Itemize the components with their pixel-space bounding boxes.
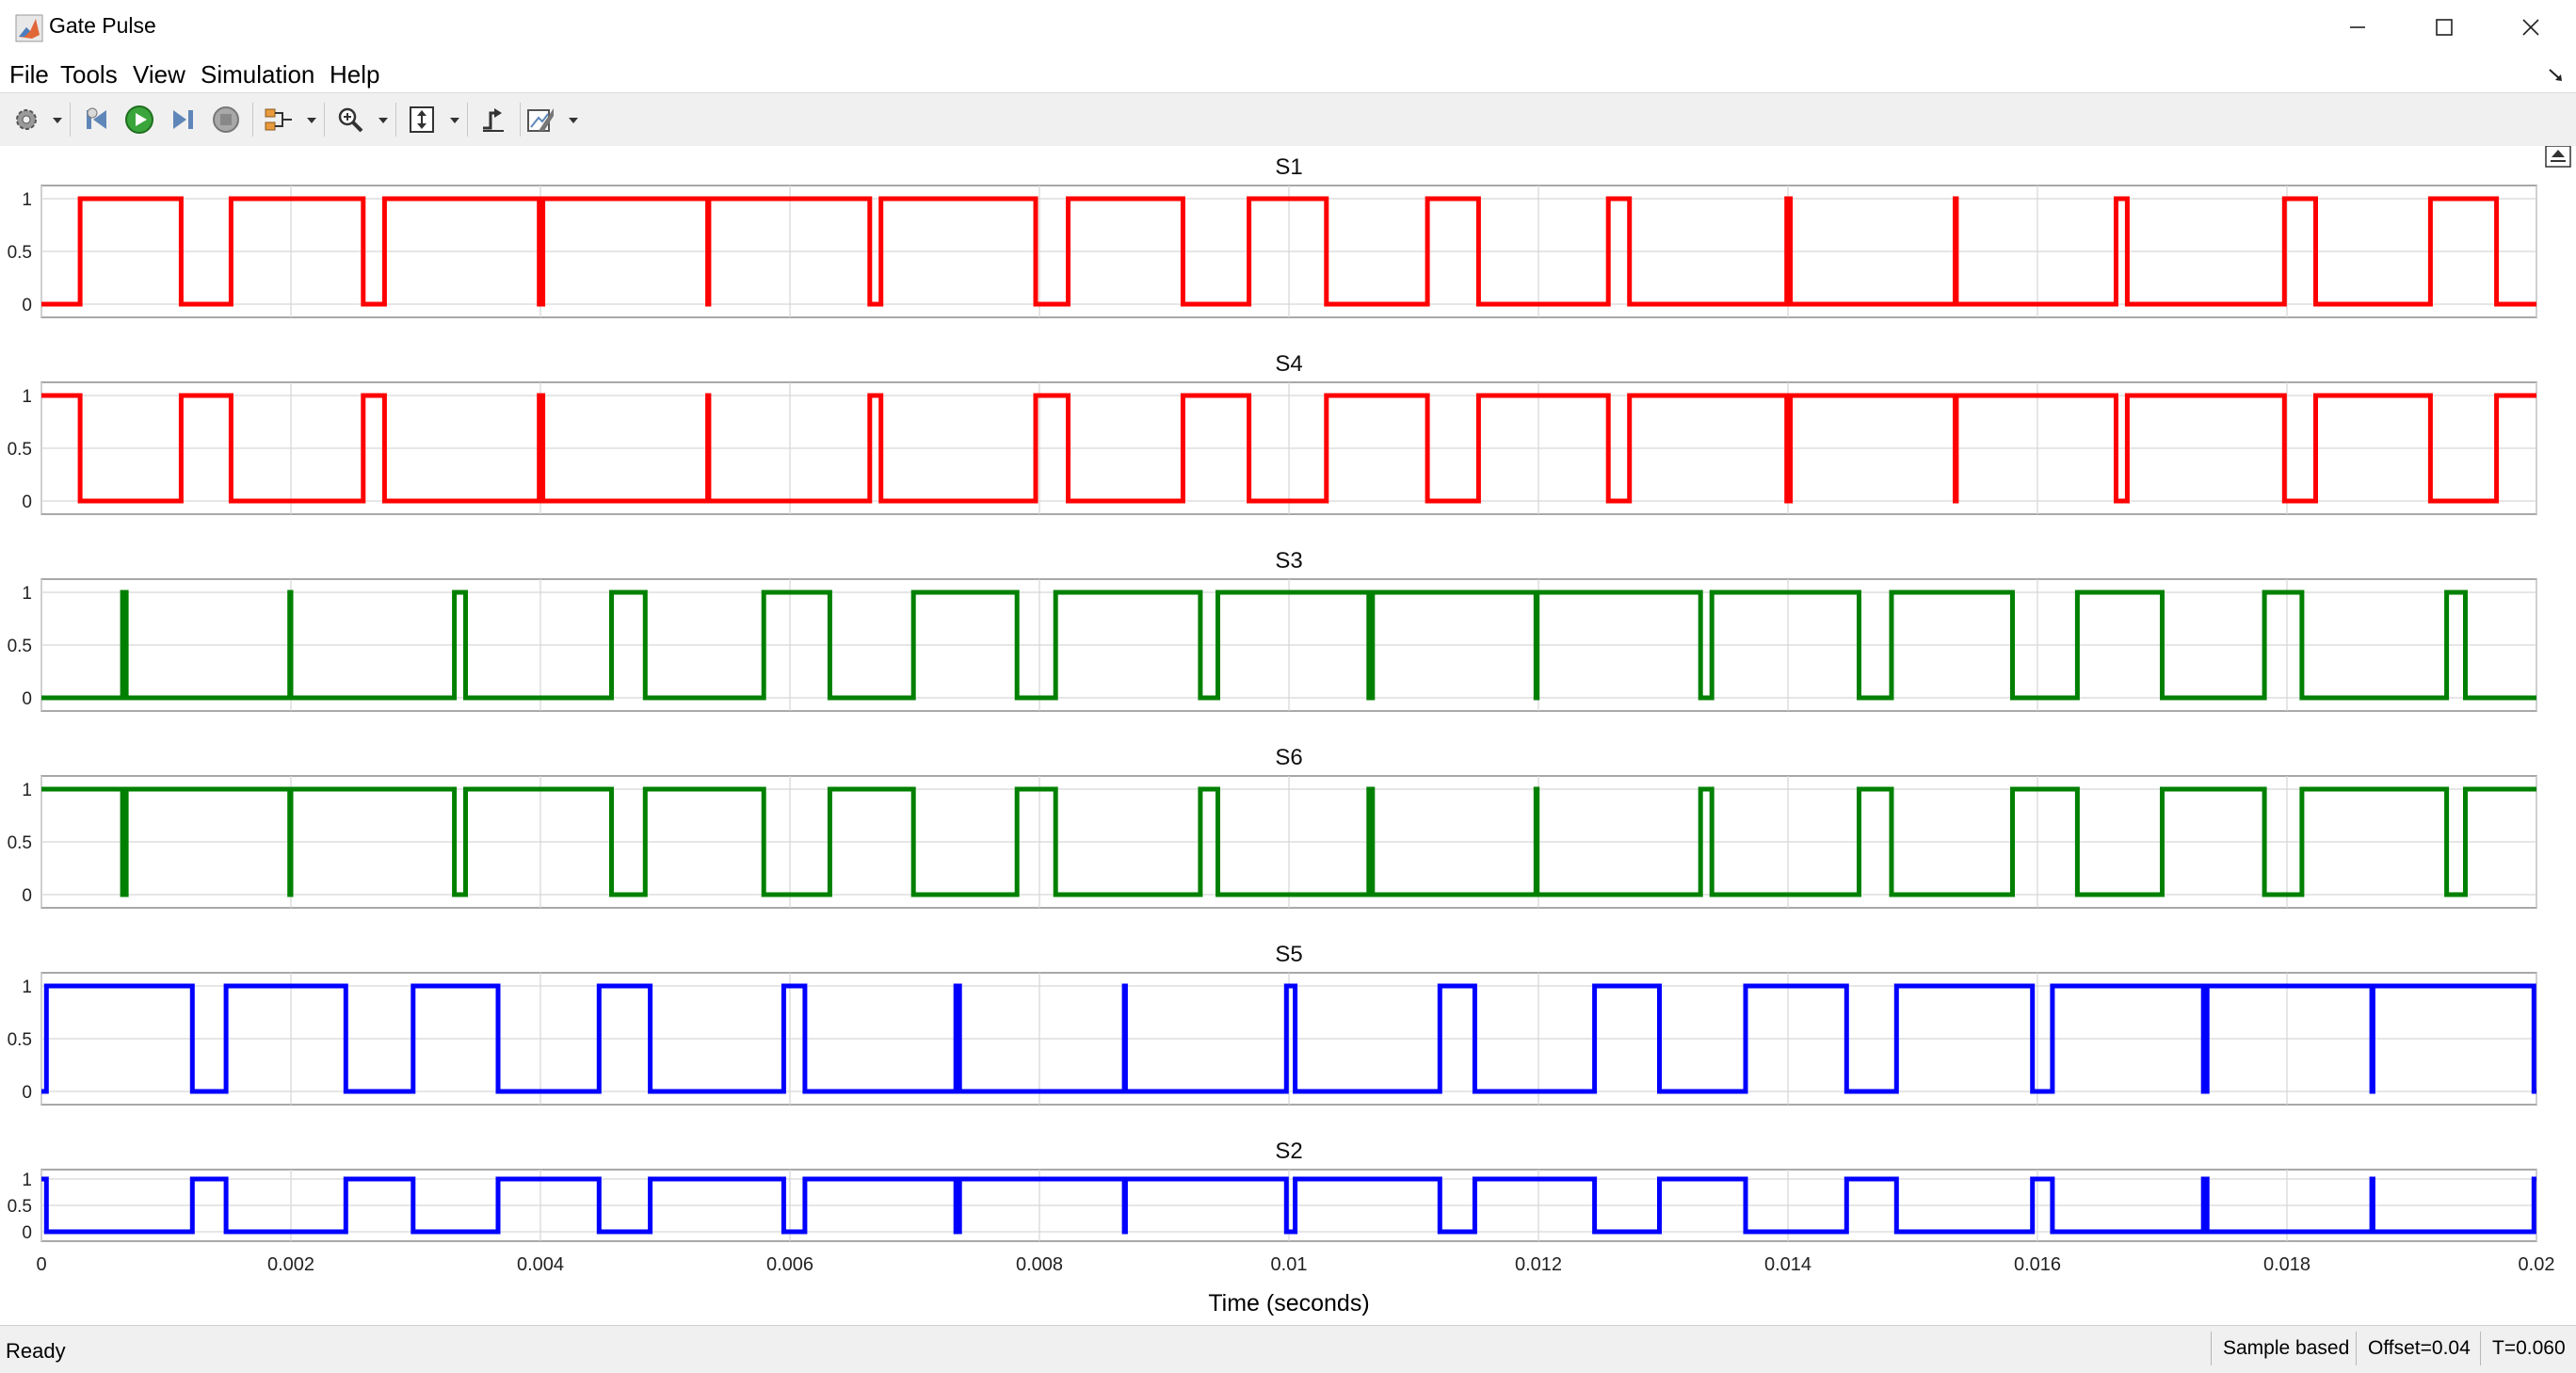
y-tick-label: 0 [22,493,32,512]
status-time: T=0.060 [2480,1332,2576,1365]
scope-panel-s1: 0 0.5 1 S1 [8,154,2537,318]
status-ready: Ready [6,1339,66,1363]
y-tick-label: 0 [22,886,32,906]
y-tick-label: 1 [22,190,32,210]
settings-dropdown-icon[interactable] [53,118,62,123]
close-icon [2522,19,2539,36]
y-tick-label: 1 [22,977,32,997]
x-axis-label: Time (seconds) [1208,1290,1369,1316]
minimize-button[interactable] [2314,0,2401,55]
matlab-logo-icon [15,14,43,42]
status-sample-mode: Sample based [2211,1332,2356,1365]
dock-arrow-icon[interactable] [2546,64,2567,85]
undock-legend-button[interactable] [2545,145,2571,168]
x-tick-label: 0.012 [1515,1254,1562,1275]
gear-icon [16,109,37,130]
autoscale-dropdown-icon[interactable] [450,118,459,123]
trigger-button[interactable] [476,103,510,137]
y-tick-label: 1 [22,584,32,604]
measurements-dropdown-icon[interactable] [569,118,578,123]
scope-display: 0 0.5 1 S1 0 0.5 1 S4 0 0.5 1 S3 0 0.5 1 S6 0 0.5 1 S5 0 0.5 1… [8,145,2571,1316]
expand-icon [2552,150,2565,157]
y-tick-label: 0.5 [8,1197,32,1217]
stop-icon [213,106,239,133]
x-tick-label: 0.002 [267,1254,314,1275]
panel-title-s5: S5 [1275,942,1302,967]
toolbar [0,92,2576,147]
panel-title-s2: S2 [1275,1139,1302,1164]
y-tick-label: 0.5 [8,243,32,263]
x-tick-label: 0.01 [1271,1254,1308,1275]
y-tick-label: 0.5 [8,1030,32,1050]
x-tick-label: 0.018 [2263,1254,2310,1275]
status-offset: Offset=0.04 [2356,1332,2480,1365]
trigger-icon [483,108,504,132]
signal-line-s2 [41,1176,2536,1235]
panel-title-s4: S4 [1275,351,1302,377]
y-tick-label: 0 [22,689,32,709]
menu-bar: File Tools View Simulation Help [0,55,2576,92]
y-tick-label: 0.5 [8,637,32,656]
stop-button[interactable] [209,103,243,137]
title-bar: Gate Pulse [0,0,2576,55]
menu-file[interactable]: File [9,60,49,89]
scope-panel-s6: 0 0.5 1 S6 [8,745,2537,909]
panel-title-s1: S1 [1275,154,1302,180]
y-tick-label: 0 [22,1083,32,1103]
panel-title-s3: S3 [1275,548,1302,573]
autoscale-icon [410,106,434,133]
y-tick-label: 0 [22,296,32,315]
zoom-icon [338,107,363,133]
maximize-button[interactable] [2401,0,2487,55]
signal-line-s6 [41,786,2536,897]
minimize-icon [2350,26,2365,28]
y-tick-label: 1 [22,1171,32,1190]
signal-line-s5 [41,983,2536,1094]
step-back-icon [87,107,106,129]
x-tick-label: 0 [36,1254,46,1275]
window-title: Gate Pulse [49,13,156,38]
measurements-button[interactable] [523,103,557,137]
settings-button[interactable] [9,103,43,137]
x-tick-label: 0.016 [2014,1254,2061,1275]
menu-help[interactable]: Help [330,60,380,89]
x-tick-label: 0.006 [766,1254,813,1275]
zoom-dropdown-icon[interactable] [378,118,388,123]
menu-simulation[interactable]: Simulation [201,60,315,89]
scope-panel-s4: 0 0.5 1 S4 [8,351,2537,515]
run-icon [125,105,153,134]
signal-line-s4 [41,393,2536,504]
run-button[interactable] [122,103,156,137]
scope-panel-s3: 0 0.5 1 S3 [8,548,2537,712]
status-bar: Ready Sample based Offset=0.04 T=0.060 [0,1325,2576,1373]
measure-icon [527,108,554,132]
step-back-button[interactable] [79,103,113,137]
signal-select-dropdown-icon[interactable] [307,118,316,123]
signal-line-s3 [41,590,2536,701]
signal-select-button[interactable] [262,103,296,137]
scope-panel-s2: 0 0.5 1 S2 [8,1139,2537,1243]
step-forward-button[interactable] [166,103,200,137]
panel-title-s6: S6 [1275,745,1302,770]
autoscale-button[interactable] [405,103,439,137]
y-tick-label: 0.5 [8,833,32,853]
menu-view[interactable]: View [133,60,185,89]
zoom-button[interactable] [333,103,367,137]
signal-line-s1 [41,196,2536,307]
scope-plot-area: 0 0.5 1 S1 0 0.5 1 S4 0 0.5 1 S3 0 0.5 1 S6 0 0.5 1 S5 0 0.5 1… [0,145,2576,1323]
y-tick-label: 1 [22,781,32,800]
x-tick-label: 0.008 [1016,1254,1063,1275]
maximize-icon [2436,19,2453,36]
x-tick-label: 0.014 [1764,1254,1811,1275]
menu-tools[interactable]: Tools [60,60,118,89]
y-tick-label: 0 [22,1223,32,1243]
y-tick-label: 1 [22,387,32,407]
x-tick-label: 0.02 [2519,1254,2555,1275]
y-tick-label: 0.5 [8,440,32,460]
scope-panel-s5: 0 0.5 1 S5 [8,942,2537,1106]
step-forward-icon [173,110,193,129]
x-tick-label: 0.004 [517,1254,564,1275]
signal-select-icon [265,108,292,131]
close-button[interactable] [2487,0,2574,55]
